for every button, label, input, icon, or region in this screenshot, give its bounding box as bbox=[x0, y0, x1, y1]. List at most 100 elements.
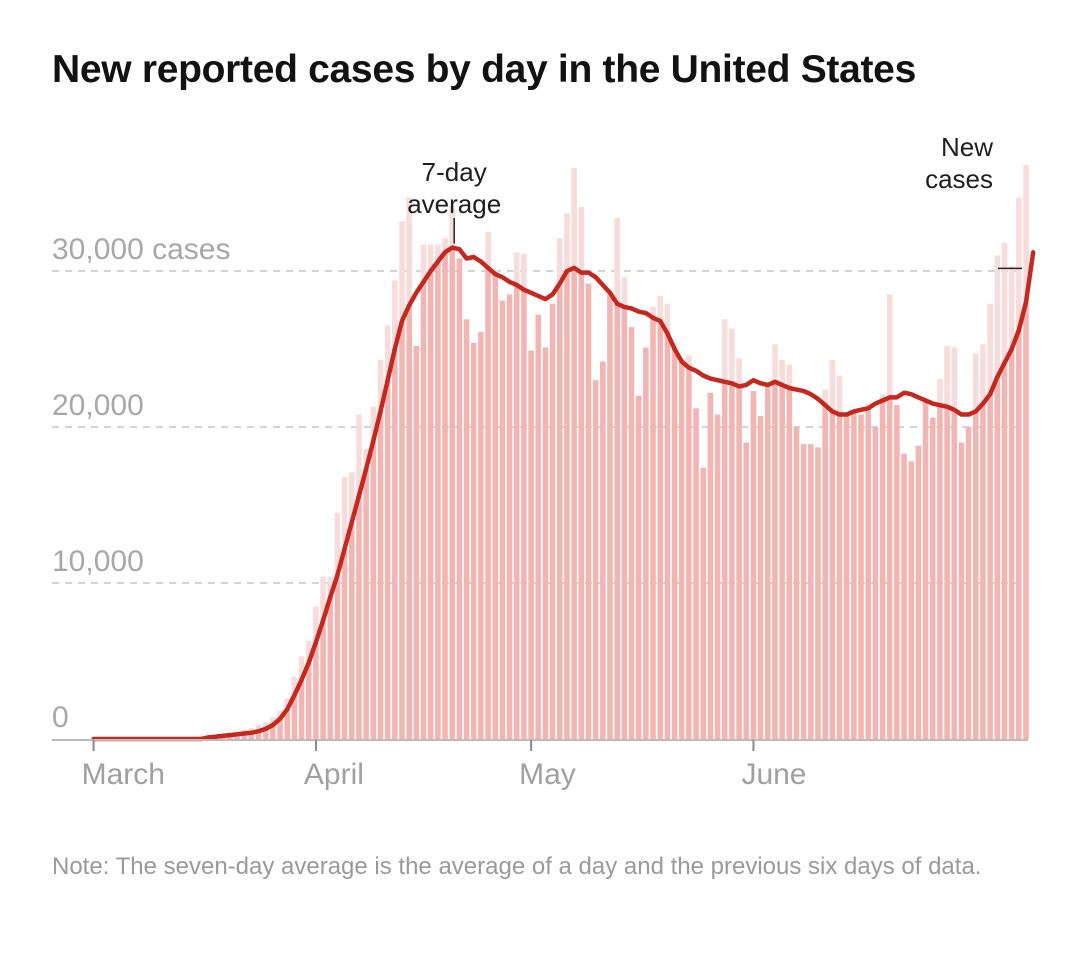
bar bbox=[270, 724, 276, 739]
bar-excess bbox=[564, 213, 570, 271]
bar bbox=[528, 350, 534, 739]
bar bbox=[377, 411, 384, 739]
bar bbox=[535, 314, 542, 739]
bar bbox=[879, 400, 886, 739]
bar bbox=[564, 271, 570, 739]
bar bbox=[972, 411, 979, 739]
bar bbox=[241, 733, 248, 739]
bar bbox=[585, 283, 592, 739]
bar-excess bbox=[327, 576, 334, 598]
chart-note: Note: The seven-day average is the avera… bbox=[52, 853, 982, 880]
bar-excess bbox=[779, 359, 785, 385]
bar-excess bbox=[377, 359, 384, 412]
bar-excess bbox=[356, 414, 362, 496]
bar bbox=[607, 292, 613, 739]
bar bbox=[427, 271, 434, 739]
x-tick-label: May bbox=[519, 758, 576, 791]
bar-excess bbox=[348, 472, 355, 523]
bar bbox=[313, 642, 319, 739]
bar bbox=[1023, 302, 1029, 739]
bar bbox=[872, 427, 879, 739]
bar-excess bbox=[341, 476, 348, 549]
bar-excess bbox=[284, 698, 291, 710]
bar-excess bbox=[449, 205, 456, 248]
bar-excess bbox=[262, 721, 269, 729]
bar-excess bbox=[829, 359, 836, 412]
bar-excess bbox=[442, 238, 448, 253]
bar bbox=[399, 320, 405, 739]
bar-excess bbox=[313, 606, 319, 643]
bar-excess bbox=[485, 232, 491, 268]
bar-excess bbox=[980, 344, 986, 404]
bar bbox=[363, 469, 369, 739]
bar bbox=[750, 391, 757, 739]
bar bbox=[757, 416, 764, 739]
bar bbox=[492, 274, 499, 739]
bar bbox=[650, 317, 656, 739]
bar-excess bbox=[664, 303, 671, 334]
bar bbox=[348, 522, 355, 739]
bar bbox=[571, 267, 577, 739]
bar bbox=[772, 381, 778, 739]
bar bbox=[370, 441, 377, 739]
bar-excess bbox=[363, 448, 369, 470]
y-tick-label: 0 bbox=[52, 701, 69, 734]
bar bbox=[858, 414, 864, 739]
bar bbox=[384, 380, 391, 739]
bar bbox=[513, 285, 520, 739]
bar bbox=[987, 394, 993, 739]
bar-excess bbox=[427, 244, 434, 271]
bar bbox=[808, 444, 814, 739]
bar-excess bbox=[1016, 197, 1022, 331]
bar bbox=[456, 258, 463, 739]
bar bbox=[262, 728, 269, 739]
annotation-label: New bbox=[941, 132, 993, 162]
bar bbox=[334, 575, 341, 739]
bar bbox=[298, 679, 305, 739]
bar bbox=[305, 662, 312, 739]
bar-excess bbox=[657, 295, 664, 321]
bar-excess bbox=[879, 394, 886, 401]
bar bbox=[556, 283, 563, 739]
bar bbox=[628, 327, 635, 739]
bar bbox=[406, 305, 412, 739]
bar bbox=[729, 383, 735, 739]
bar bbox=[420, 281, 427, 739]
bar bbox=[1016, 330, 1022, 739]
bar-excess bbox=[435, 244, 441, 262]
bar bbox=[643, 347, 649, 739]
bar-excess bbox=[944, 345, 950, 407]
bar bbox=[908, 461, 915, 739]
bar bbox=[894, 405, 900, 739]
bar bbox=[958, 442, 965, 739]
y-tick-label: 20,000 bbox=[52, 389, 144, 422]
bar bbox=[435, 261, 441, 739]
bar-excess bbox=[406, 197, 412, 306]
bar bbox=[714, 414, 721, 739]
bar bbox=[944, 406, 950, 739]
bar bbox=[248, 732, 255, 739]
bar bbox=[793, 427, 800, 739]
bar-excess bbox=[686, 355, 692, 368]
bar bbox=[255, 731, 262, 739]
bar bbox=[578, 272, 585, 739]
bar bbox=[937, 405, 943, 739]
bar bbox=[1001, 363, 1008, 739]
bar bbox=[886, 397, 893, 739]
bar-excess bbox=[255, 724, 262, 732]
bar bbox=[843, 414, 850, 739]
bar-excess bbox=[721, 319, 728, 382]
bar bbox=[485, 267, 491, 739]
bar-excess bbox=[291, 676, 298, 696]
bar-excess bbox=[736, 358, 742, 387]
annotation-label: average bbox=[407, 189, 501, 219]
average-line-layer bbox=[91, 245, 1036, 742]
bar bbox=[356, 495, 362, 739]
x-tick-label: June bbox=[741, 758, 806, 791]
bar-excess bbox=[248, 728, 255, 733]
bar bbox=[851, 412, 857, 739]
annotation-label: 7-day bbox=[422, 157, 487, 187]
bar bbox=[549, 303, 556, 739]
bar bbox=[463, 319, 470, 739]
